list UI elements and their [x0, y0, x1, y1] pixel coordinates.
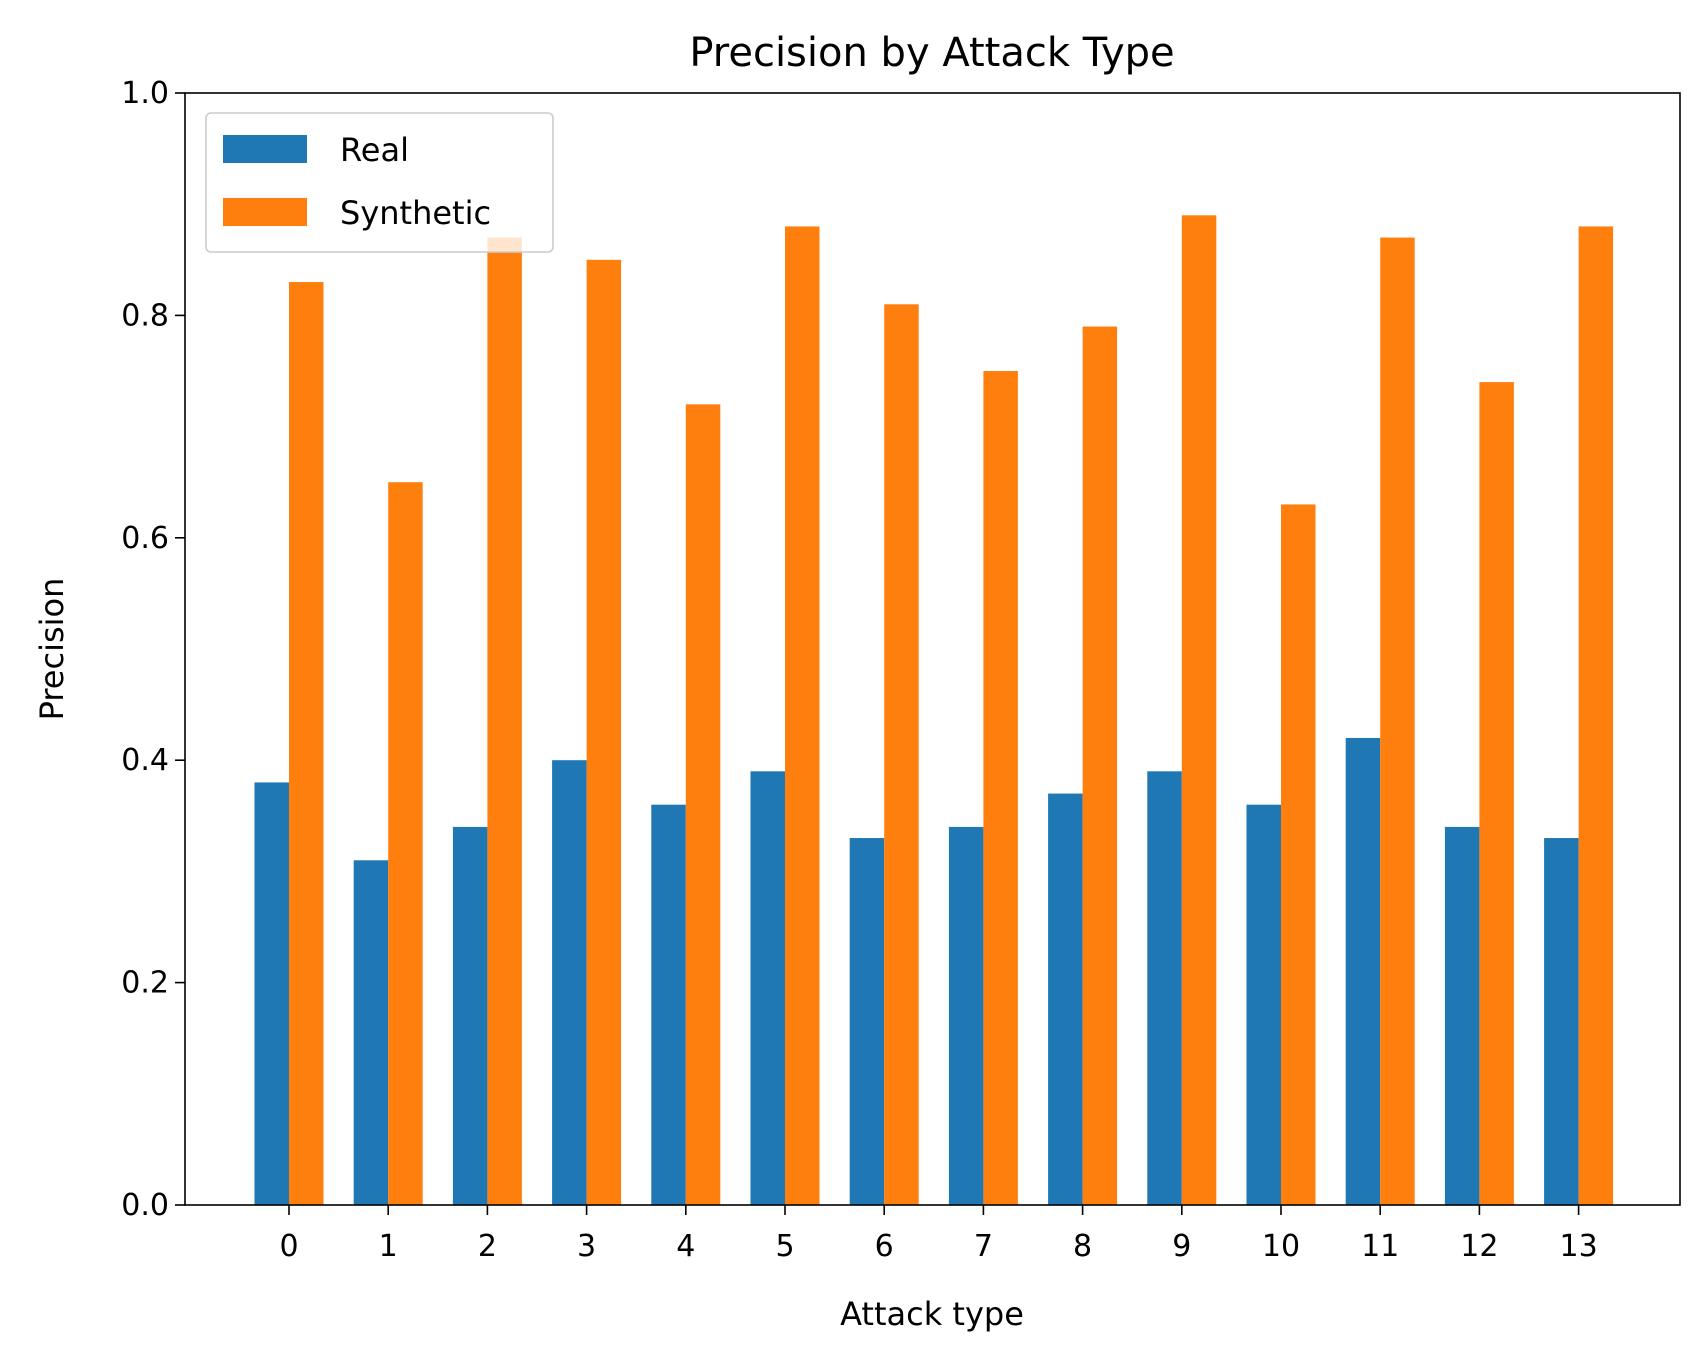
x-tick-label: 12: [1460, 1229, 1498, 1264]
y-axis-label: Precision: [33, 578, 71, 721]
x-axis: 0 1 2 3 4 5 6 7 8 9 10 11 12 13: [279, 1205, 1598, 1264]
x-tick-label: 5: [775, 1229, 794, 1264]
bar-synthetic-11: [1380, 237, 1415, 1205]
x-tick-label: 11: [1361, 1229, 1399, 1264]
bar-synthetic-6: [884, 304, 919, 1205]
bar-synthetic-1: [388, 482, 423, 1205]
bar-real-2: [452, 826, 488, 1205]
plot-frame: [184, 92, 1681, 1206]
x-tick-label: 2: [478, 1229, 497, 1264]
bar-synthetic-5: [785, 226, 820, 1205]
bar-synthetic-13: [1578, 226, 1614, 1205]
bar-real-4: [651, 804, 686, 1205]
x-tick-label: 1: [379, 1229, 398, 1264]
bar-synthetic-12: [1479, 382, 1514, 1205]
bar-real-1: [353, 860, 389, 1205]
y-tick-label: 0.6: [121, 521, 169, 556]
bar-real-13: [1544, 838, 1579, 1205]
x-axis-label: Attack type: [840, 1295, 1024, 1333]
legend-swatch-synthetic: [223, 198, 307, 226]
legend: Real Synthetic: [205, 112, 554, 253]
x-tick-label: 13: [1560, 1229, 1598, 1264]
bar-synthetic-2: [487, 237, 522, 1205]
y-tick-label: 0.2: [121, 966, 169, 1001]
bars-layer: [254, 215, 1614, 1205]
x-tick-label: 7: [974, 1229, 993, 1264]
legend-label-synthetic: Synthetic: [340, 194, 491, 232]
bar-real-6: [849, 838, 885, 1205]
x-tick-label: 8: [1073, 1229, 1092, 1264]
bar-synthetic-8: [1082, 326, 1118, 1205]
chart-title: Precision by Attack Type: [689, 30, 1174, 76]
bar-synthetic-9: [1181, 215, 1217, 1205]
y-tick-label: 0.8: [121, 298, 169, 333]
bar-synthetic-10: [1281, 504, 1316, 1205]
legend-label-real: Real: [340, 131, 409, 169]
x-tick-label: 4: [676, 1229, 695, 1264]
x-tick-label: 3: [577, 1229, 596, 1264]
bar-synthetic-0: [289, 282, 324, 1205]
y-tick-label: 1.0: [121, 76, 169, 111]
bar-real-10: [1246, 804, 1281, 1205]
x-tick-label: 10: [1262, 1229, 1300, 1264]
bar-synthetic-3: [586, 259, 622, 1205]
x-tick-label: 9: [1172, 1229, 1191, 1264]
bar-real-8: [1048, 793, 1083, 1205]
bar-real-5: [750, 771, 785, 1205]
bar-real-12: [1444, 826, 1480, 1205]
bar-real-7: [948, 826, 984, 1205]
bar-real-11: [1345, 737, 1381, 1205]
legend-swatch-real: [223, 135, 307, 163]
x-tick-label: 6: [875, 1229, 894, 1264]
bar-real-9: [1147, 771, 1182, 1205]
y-tick-label: 0.0: [121, 1188, 169, 1223]
y-tick-label: 0.4: [121, 743, 169, 778]
x-tick-label: 0: [279, 1229, 298, 1264]
bar-synthetic-7: [983, 371, 1018, 1205]
y-axis: 0.0 0.2 0.4 0.6 0.8 1.0: [121, 76, 185, 1223]
bar-real-0: [254, 782, 289, 1205]
bar-synthetic-4: [685, 404, 721, 1205]
bar-real-3: [552, 760, 587, 1205]
